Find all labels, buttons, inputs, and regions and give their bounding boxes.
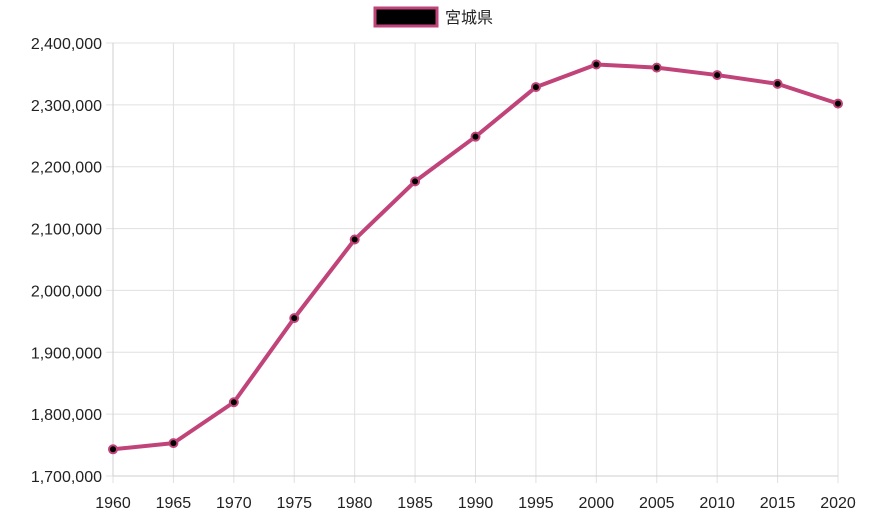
x-tick-label: 2015 bbox=[760, 495, 796, 512]
y-axis-ticks: 1,700,000 1,800,000 1,900,000 2,000,000 2,10… bbox=[31, 36, 102, 486]
y-tick-label: 2,200,000 bbox=[31, 160, 102, 177]
data-point[interactable] bbox=[289, 313, 300, 324]
x-tick-label: 2000 bbox=[579, 495, 615, 512]
y-tick-label: 2,100,000 bbox=[31, 222, 102, 239]
x-tick-label: 1995 bbox=[518, 495, 554, 512]
x-tick-label: 1985 bbox=[397, 495, 433, 512]
data-point[interactable] bbox=[833, 98, 843, 109]
data-point[interactable] bbox=[108, 444, 118, 455]
x-tick-label: 2005 bbox=[639, 495, 675, 512]
y-tick-label: 2,000,000 bbox=[31, 283, 102, 300]
x-tick-label: 1975 bbox=[276, 495, 312, 512]
legend[interactable]: 宮城県 bbox=[373, 6, 493, 28]
x-tick-label: 1970 bbox=[216, 495, 252, 512]
legend-swatch bbox=[373, 6, 439, 28]
data-point[interactable] bbox=[228, 397, 239, 408]
data-point[interactable] bbox=[530, 82, 541, 93]
grid bbox=[106, 42, 839, 483]
x-axis-ticks: 1960 1965 1970 1975 1980 1985 1990 1995 2000 2005… bbox=[95, 495, 856, 512]
data-point[interactable] bbox=[591, 59, 602, 70]
y-tick-label: 1,800,000 bbox=[31, 407, 102, 424]
y-tick-label: 2,400,000 bbox=[31, 36, 102, 53]
x-tick-label: 2020 bbox=[820, 495, 856, 512]
x-tick-label: 1990 bbox=[458, 495, 494, 512]
legend-label: 宮城県 bbox=[445, 8, 493, 27]
y-tick-label: 2,300,000 bbox=[31, 98, 102, 115]
x-tick-label: 2010 bbox=[699, 495, 735, 512]
data-points bbox=[108, 59, 843, 455]
data-point[interactable] bbox=[772, 78, 783, 89]
data-point[interactable] bbox=[349, 234, 360, 245]
data-point[interactable] bbox=[168, 438, 179, 449]
data-point[interactable] bbox=[470, 131, 481, 142]
data-point[interactable] bbox=[712, 70, 723, 81]
x-tick-label: 1980 bbox=[337, 495, 373, 512]
x-tick-label: 1965 bbox=[156, 495, 192, 512]
data-point[interactable] bbox=[410, 176, 421, 187]
y-tick-label: 1,700,000 bbox=[31, 469, 102, 486]
y-tick-label: 1,900,000 bbox=[31, 345, 102, 362]
data-point[interactable] bbox=[651, 62, 662, 73]
x-tick-label: 1960 bbox=[95, 495, 131, 512]
